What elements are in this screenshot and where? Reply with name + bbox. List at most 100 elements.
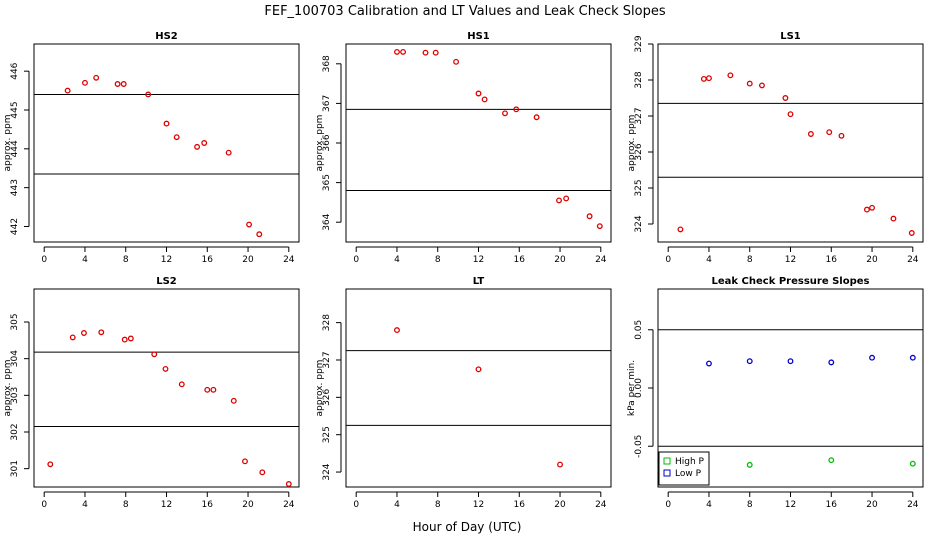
data-point-values: [285, 481, 292, 487]
data-point-values: [127, 335, 134, 342]
y-tick-label: 329: [634, 35, 644, 52]
panel-ls2: LS2 0 4 8 12 16 20 24 301 302 303 304 305 approx. ppm: [3, 276, 300, 510]
data-point-values: [557, 461, 563, 468]
x-tick-label: 0: [353, 255, 359, 265]
data-point-values: [727, 72, 734, 79]
x-tick-label: 20: [554, 255, 566, 265]
y-tick-label: 444: [10, 140, 20, 157]
y-tick-label: 303: [10, 387, 20, 404]
data-point-values: [556, 197, 562, 204]
x-tick-label: 4: [706, 500, 712, 510]
x-tick-label: 8: [747, 255, 753, 265]
data-point-values: [204, 386, 211, 393]
data-point-values: [869, 204, 875, 211]
legend: High P Low P: [658, 451, 710, 486]
x-tick-label: 20: [554, 500, 566, 510]
data-point-values: [114, 81, 121, 87]
data-point-values: [908, 230, 915, 236]
panel-ls1: LS1 0 4 8 12 16 20 24 324 325 326 327 328 329 approx. …: [627, 31, 924, 265]
x-tick-label: 24: [907, 500, 919, 510]
data-point-values: [533, 114, 540, 121]
x-tick-label: 24: [283, 255, 295, 265]
data-point-values: [69, 334, 76, 341]
y-tick-label: 328: [634, 71, 644, 88]
panel-leak-check: Leak Check Pressure Slopes 0 4 8 12 16 20 24 -0.…: [627, 276, 924, 510]
y-tick-label: 0.00: [634, 378, 644, 398]
x-tick-label: 0: [665, 255, 671, 265]
x-tick-label: 16: [826, 500, 838, 510]
data-point-high-p: [746, 461, 753, 468]
y-tick-label: 364: [322, 213, 332, 230]
data-point-values: [242, 458, 248, 465]
data-point-low-p: [869, 354, 875, 361]
y-tick-label: 327: [322, 351, 332, 368]
data-point-values: [481, 96, 488, 103]
data-point-low-p: [787, 358, 794, 365]
data-point-values: [47, 461, 54, 468]
x-tick-label: 16: [202, 500, 214, 510]
data-point-values: [210, 386, 217, 393]
x-tick-label: 8: [123, 255, 129, 265]
x-tick-label: 24: [283, 500, 295, 510]
data-point-values: [201, 140, 208, 146]
data-point-values: [838, 132, 845, 139]
y-tick-label: 446: [10, 62, 20, 79]
data-point-values: [178, 381, 185, 388]
y-axis-label: approx. ppm: [627, 115, 637, 172]
y-tick-label: -0.05: [634, 435, 644, 458]
data-point-values: [826, 129, 833, 136]
x-tick-label: 4: [394, 500, 400, 510]
y-tick-label: 325: [634, 179, 644, 196]
data-point-values: [163, 120, 170, 127]
data-point-values: [863, 206, 870, 213]
data-point-values: [256, 231, 263, 238]
x-tick-label: 12: [785, 255, 796, 265]
y-tick-label: 365: [322, 174, 332, 191]
data-point-values: [225, 149, 232, 156]
data-point-values: [230, 397, 237, 404]
data-point-values: [890, 215, 897, 222]
data-point-values: [246, 221, 253, 228]
x-tick-label: 16: [514, 500, 526, 510]
x-tick-label: 20: [866, 500, 878, 510]
plot-frame: [345, 43, 612, 243]
data-point-values: [120, 81, 127, 87]
plot-frame: [33, 288, 300, 488]
x-tick-label: 16: [514, 255, 526, 265]
panel-hs2: HS2 0 4 8 12 16 20 24 442 443 444 445 446 approx. ppm: [3, 31, 300, 265]
panel-title: LS2: [156, 276, 177, 287]
x-tick-label: 8: [123, 500, 129, 510]
y-axis-label: kPa per min.: [627, 360, 637, 416]
figure-title: FEF_100703 Calibration and LT Values and…: [264, 4, 665, 19]
data-point-values: [475, 366, 482, 373]
data-point-values: [98, 329, 105, 336]
y-tick-label: 445: [10, 101, 20, 118]
panel-lt: LT 0 4 8 12 16 20 24 324 325 326 327 328 approx. ppm: [315, 276, 612, 510]
data-point-values: [782, 95, 789, 101]
y-tick-label: 443: [10, 179, 20, 196]
panel-title: HS1: [467, 31, 490, 42]
y-axis-label: approx. ppm: [315, 360, 325, 417]
y-tick-label: 302: [10, 423, 20, 440]
data-point-values: [145, 91, 152, 98]
y-tick-label: 304: [10, 350, 20, 367]
data-point-values: [432, 49, 439, 56]
x-tick-label: 20: [866, 255, 878, 265]
legend-swatch: [663, 457, 671, 465]
y-tick-label: 325: [322, 426, 332, 443]
data-point-values: [80, 330, 87, 336]
panel-title: HS2: [155, 31, 178, 42]
data-point-values: [677, 226, 684, 233]
panel-title: LT: [473, 276, 485, 287]
data-point-values: [563, 195, 570, 202]
y-tick-label: 305: [10, 313, 20, 330]
x-tick-label: 4: [82, 255, 88, 265]
x-tick-label: 12: [785, 500, 796, 510]
x-tick-label: 12: [473, 500, 484, 510]
x-tick-label: 24: [907, 255, 919, 265]
data-point-values: [93, 74, 100, 81]
data-point-values: [173, 134, 180, 141]
y-tick-label: 328: [322, 314, 332, 331]
panel-title: LS1: [780, 31, 801, 42]
data-point-low-p: [828, 359, 835, 366]
